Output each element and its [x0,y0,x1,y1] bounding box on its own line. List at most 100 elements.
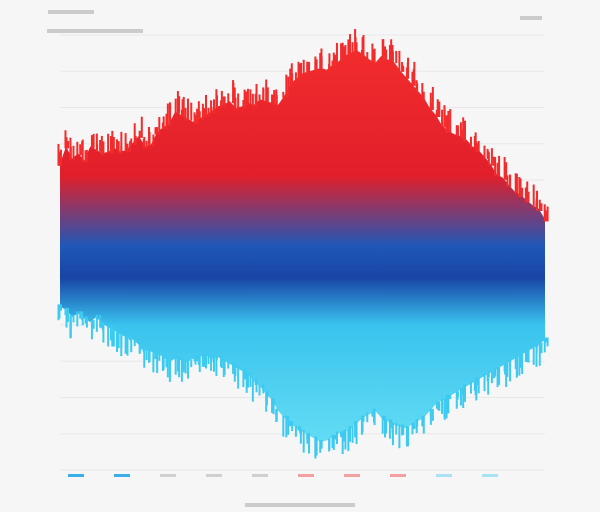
spike-bottom [487,374,490,395]
spike-top [255,83,258,107]
legend-swatch [68,474,84,477]
spike-bottom [249,372,252,387]
spike-bottom [381,415,384,434]
spike-bottom [299,429,302,444]
spike-top [112,137,115,151]
spike-bottom [181,358,184,371]
spike-top [532,184,535,208]
spike-top [456,128,459,137]
spike-top [297,61,300,81]
spike-top [79,144,82,156]
spike-bottom [348,426,351,438]
spike-bottom [291,421,294,431]
spike-bottom [117,332,120,348]
bottom-legend [68,474,498,477]
spike-bottom [347,429,350,452]
spike-top [158,116,161,135]
spike-top [287,76,290,98]
spike-top [244,91,247,109]
spike-bottom [265,391,268,406]
spike-bottom [443,398,446,417]
spike-bottom [102,321,105,343]
spike-bottom [401,424,404,436]
spike-top [57,143,60,166]
spike-top [509,175,512,187]
spike-top [344,44,347,58]
spike-bottom [366,412,369,423]
spike-top [524,187,527,203]
spike-bottom [57,304,60,321]
spike-bottom [90,320,93,340]
spike-bottom [197,354,200,366]
spike-bottom [165,354,168,368]
legend-swatch [298,474,314,477]
spike-bottom [455,391,458,409]
spike-bottom [64,307,67,316]
spike-bottom [463,384,466,401]
spike-bottom [107,325,110,347]
spike-top [117,141,120,154]
spike-bottom [331,434,334,448]
spike-bottom [99,314,102,328]
spike-top [81,139,84,163]
legend-swatch [206,474,222,477]
spike-top [475,141,478,152]
spike-top [215,89,218,109]
header [47,10,542,33]
spike-bottom [207,353,210,365]
spike-bottom [413,422,416,430]
spike-bottom [372,408,375,414]
legend-swatch [344,474,360,477]
spike-bottom [509,360,512,382]
spike-top [335,42,338,64]
spike-top [354,29,357,53]
spike-top [519,178,522,198]
spike-top [168,102,171,126]
spike-top [109,136,112,154]
header-bar-left [48,10,94,14]
spike-bottom [299,426,302,434]
spike-top [538,199,541,211]
spike-bottom [351,426,354,443]
spike-top [543,204,546,222]
spike-top [302,59,305,76]
spike-top [289,68,292,86]
spike-bottom [441,398,444,414]
spike-top [506,175,509,187]
spike-bottom [287,415,290,435]
spike-top [237,93,240,111]
spike-top [262,89,265,102]
spike-bottom [81,316,84,326]
spike-top [347,39,350,58]
spike-top [308,61,311,74]
spike-bottom [184,360,187,374]
spike-bottom [178,356,181,378]
spike-top [388,44,391,62]
spike-bottom [289,421,292,427]
spike-top [147,127,150,147]
spike-bottom [436,401,439,410]
spike-bottom [251,379,254,402]
spike-top [134,135,137,145]
spike-bottom [438,401,441,411]
spike-bottom [473,381,476,391]
spike-bottom [543,337,546,353]
spike-top [431,86,434,111]
spike-bottom [215,354,218,376]
spike-bottom [145,347,148,361]
spike-bottom [129,335,132,341]
spike-bottom [85,316,88,328]
spike-top [348,40,351,55]
spike-bottom [130,337,133,353]
spike-bottom [302,429,305,453]
spike-bottom [306,433,309,440]
spike-bottom [320,440,323,449]
spike-bottom [193,356,196,362]
spike-top [536,190,539,211]
spike-bottom [462,387,465,408]
spike-bottom [182,358,185,373]
spike-bottom [190,360,193,368]
spike-bottom [246,372,249,388]
spike-bottom [275,408,278,422]
spike-top [384,46,387,58]
